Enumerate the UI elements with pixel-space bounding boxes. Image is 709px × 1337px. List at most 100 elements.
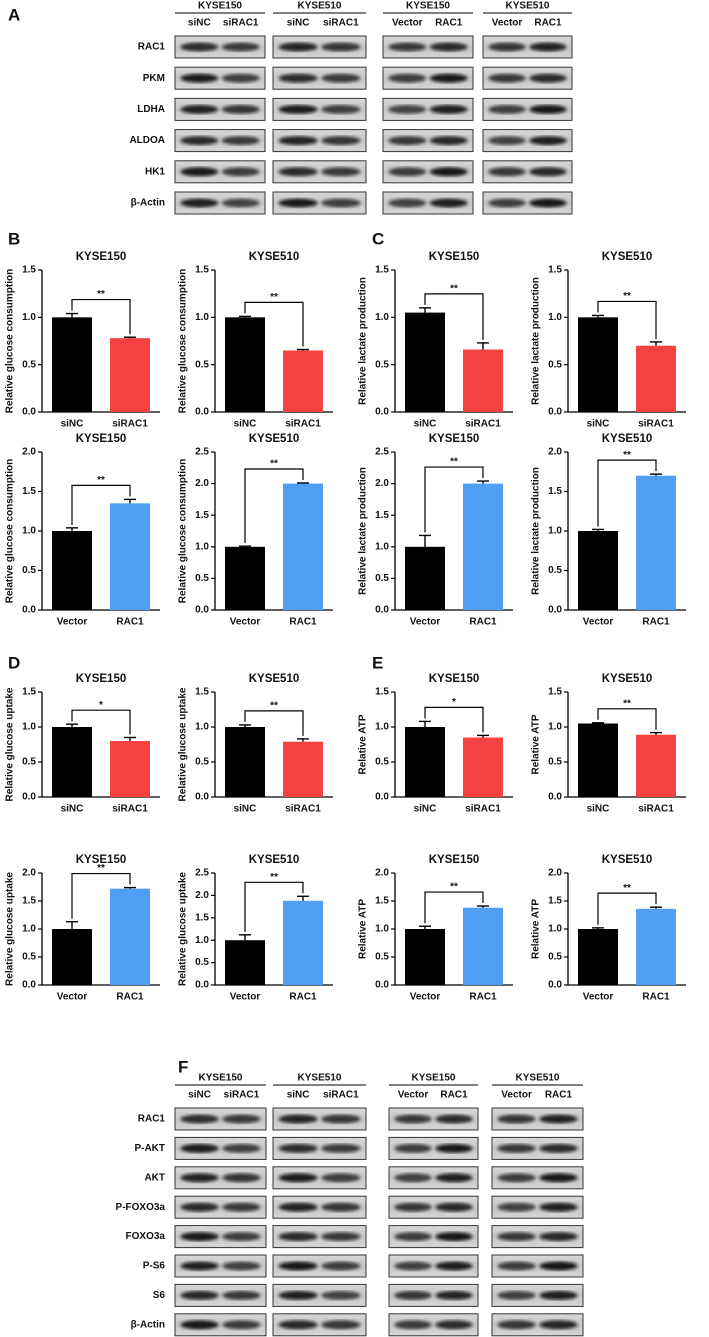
y-tick-label: 0.5 [195, 757, 209, 768]
blot-band [539, 1290, 578, 1300]
blot-background [272, 66, 367, 90]
y-tick-label: 0.5 [22, 952, 36, 963]
blot-band [488, 198, 526, 208]
blot-strip [272, 1136, 367, 1160]
blot-background [174, 1313, 267, 1337]
blot-strip [272, 160, 367, 184]
blot-band [321, 1290, 361, 1300]
y-tick-label: 0.5 [548, 952, 562, 963]
y-axis-label: Relative ATP [531, 899, 542, 959]
blot-band [180, 42, 219, 52]
bar [283, 900, 323, 985]
y-tick-label: 0.5 [195, 957, 209, 968]
blot-group-title: KYSE150 [199, 1073, 243, 1084]
y-tick-label: 2.0 [22, 447, 36, 458]
blot-background [388, 1107, 479, 1131]
y-tick-label: 1.0 [548, 526, 562, 537]
chart-title: KYSE150 [429, 433, 480, 445]
y-tick-label: 1.5 [22, 486, 36, 497]
y-tick-label: 1.0 [375, 312, 389, 323]
blot-band [321, 73, 361, 83]
blot-strip [272, 97, 367, 121]
blot-band [388, 167, 427, 177]
blot-background [272, 1254, 367, 1278]
blot-strip [388, 1225, 479, 1249]
blot-strip [272, 1225, 367, 1249]
y-axis-label: Relative glucose uptake [178, 687, 189, 801]
y-axis-label: Relative lactate production [531, 467, 542, 595]
blot-band [429, 198, 468, 208]
blot-strip [482, 129, 573, 153]
blot-band [488, 136, 526, 146]
blot-row-label: RAC1 [138, 1114, 166, 1125]
chart-title: KYSE150 [76, 673, 127, 685]
blot-band [435, 1143, 473, 1153]
blot-strip [272, 66, 367, 90]
blot-band [435, 1114, 473, 1124]
chart-title: KYSE150 [76, 251, 127, 263]
x-tick-label: Vector [230, 617, 261, 628]
blot-background [491, 1107, 584, 1131]
blot-lane-label: RAC1 [435, 18, 463, 29]
blot-band [180, 1290, 219, 1300]
x-tick-label: Vector [57, 992, 88, 1003]
blot-strip [382, 129, 474, 153]
y-tick-label: 2.0 [548, 868, 562, 879]
blot-strip [174, 1283, 267, 1307]
bar [110, 338, 150, 412]
y-tick-label: 1.5 [375, 896, 389, 907]
y-tick-label: 1.5 [22, 687, 36, 698]
y-tick-label: 2.0 [195, 478, 209, 489]
chart-title: KYSE150 [76, 433, 127, 445]
y-tick-label: 2.0 [375, 478, 389, 489]
blot-band [488, 42, 526, 52]
y-tick-label: 1.0 [375, 924, 389, 935]
blot-band [222, 1261, 261, 1271]
blot-strip [272, 1254, 367, 1278]
blot-group-title: KYSE150 [406, 1, 450, 12]
blot-band [497, 1232, 536, 1242]
blot-band [429, 73, 468, 83]
y-axis-label: Relative glucose consumption [178, 459, 189, 603]
bar [110, 888, 150, 985]
blot-band [497, 1143, 536, 1153]
blot-band [435, 1290, 473, 1300]
blot-background [272, 1107, 367, 1131]
y-tick-label: 2.0 [22, 868, 36, 879]
x-tick-label: RAC1 [289, 992, 317, 1003]
blot-band [278, 104, 318, 114]
blot-strip [388, 1254, 479, 1278]
blot-row-label: β-Actin [131, 198, 165, 209]
blot-band [497, 1320, 536, 1330]
significance-bracket [597, 300, 657, 339]
y-axis-label: Relative glucose uptake [178, 872, 189, 986]
bar [463, 907, 503, 985]
y-tick-label: 0.0 [548, 605, 562, 616]
bar [225, 317, 265, 412]
blot-band [222, 1114, 261, 1124]
blot-strip [482, 160, 573, 184]
blot-row-label: P-FOXO3a [116, 1202, 166, 1213]
blot-strip [272, 1107, 367, 1131]
blot-band [180, 167, 219, 177]
bar [405, 727, 445, 797]
blot-band [497, 1202, 536, 1212]
bar [110, 503, 150, 610]
blot-background [272, 1313, 367, 1337]
blot-band [388, 73, 427, 83]
x-tick-label: RAC1 [289, 617, 317, 628]
blot-lane-label: Vector [492, 18, 523, 29]
significance-bracket [244, 881, 304, 932]
bar [463, 737, 503, 797]
blot-group-title: KYSE150 [198, 1, 242, 12]
x-tick-label: siNC [234, 419, 257, 430]
blot-strip [174, 1313, 267, 1337]
y-axis-label: Relative glucose consumption [178, 269, 189, 413]
blot-band [435, 1261, 473, 1271]
blot-background [382, 129, 474, 153]
x-tick-label: Vector [410, 992, 441, 1003]
y-tick-label: 0.5 [195, 573, 209, 584]
blot-band [488, 73, 526, 83]
blot-band [278, 1143, 318, 1153]
